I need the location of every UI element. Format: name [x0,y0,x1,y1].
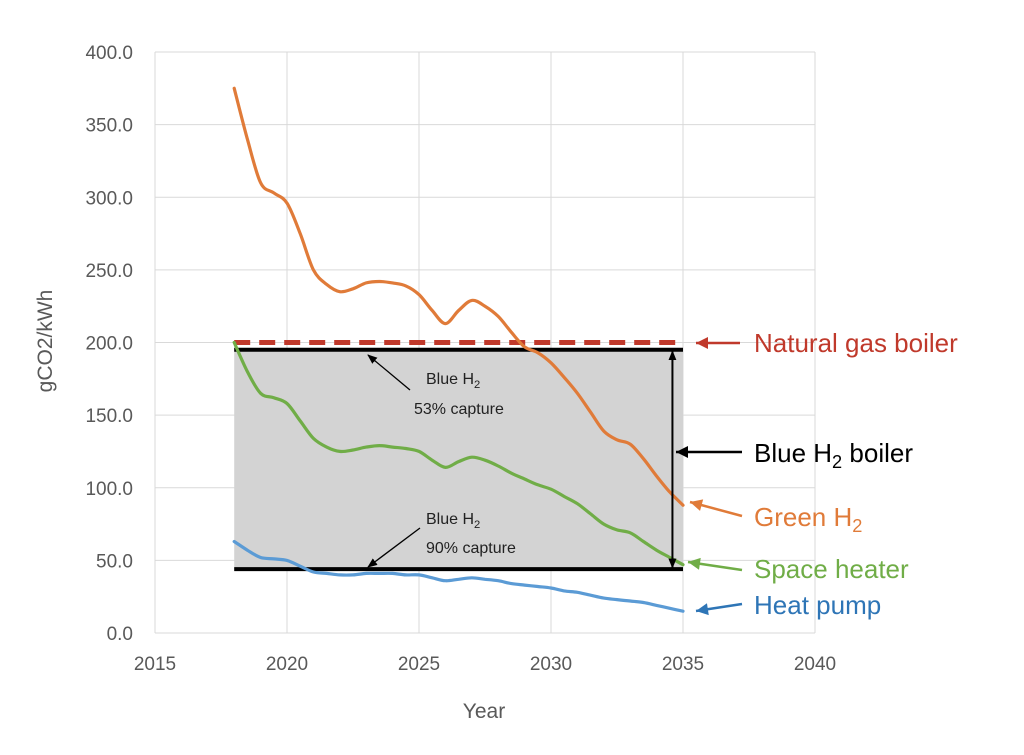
series-line-space-heater [232,340,685,567]
annotation-blue-h2-boiler-prefix: Blue H [754,438,832,468]
annotation-blue-h2-boiler-sub: 2 [832,452,842,472]
y-tick-label: 200.0 [85,334,133,355]
y-tick-label: 0.0 [107,624,133,645]
annotation-natural-gas-boiler: Natural gas boiler [754,328,958,358]
blue-h2-range-band [234,349,683,570]
pointer-arrow-90 [367,527,421,568]
annotation-blue-h2-boiler: Blue H2 boiler [754,438,913,472]
pointer-arrow-53 [367,354,411,391]
x-tick-label: 2030 [530,654,572,675]
shaded-band [234,349,683,570]
annotation-green-h2-prefix: Green H [754,502,852,532]
annotation-blue-h2-90-capture: 90% capture [426,540,516,557]
annotation-arrows [367,337,743,616]
annotation-green-h2: Green H2 [754,502,862,536]
arrow-green-h2-head [690,499,704,511]
y-axis-label: gCO2/kWh [34,290,57,393]
annotation-blue-h2-90: Blue H2 [426,511,480,531]
annotation-blue-h2-90-prefix: Blue H [426,511,474,528]
arrow-heat-pump-head [696,603,709,616]
annotation-blue-h2-53-sub: 2 [474,379,480,391]
x-tick-label: 2025 [398,654,440,675]
y-tick-label: 50.0 [96,551,133,572]
y-axis-ticks: 0.0 50.0 100.0 150.0 200.0 250.0 300.0 350.0 400… [85,43,133,645]
data-series [232,86,685,613]
arrow-natural-gas-head [696,337,708,349]
arrow-space-heater-head [688,557,701,570]
arrow-blue-h2-boiler-head [676,446,688,458]
y-tick-label: 150.0 [85,406,133,427]
annotation-space-heater: Space heater [754,554,909,584]
annotation-green-h2-sub: 2 [852,516,862,536]
annotation-blue-h2-53-prefix: Blue H [426,371,474,388]
x-tick-label: 2020 [266,654,308,675]
series-line-green-h2 [232,86,685,507]
y-tick-label: 400.0 [85,43,133,64]
x-tick-label: 2040 [794,654,836,675]
annotation-blue-h2-53: Blue H2 [426,371,480,391]
annotation-blue-h2-boiler-suffix: boiler [842,438,913,468]
annotation-blue-h2-90-sub: 2 [474,519,480,531]
y-tick-label: 300.0 [85,188,133,209]
x-tick-label: 2015 [134,654,176,675]
x-axis-label: Year [463,700,505,723]
series-line-heat-pump [232,539,685,613]
y-tick-label: 250.0 [85,261,133,282]
y-tick-label: 100.0 [85,479,133,500]
x-tick-label: 2035 [662,654,704,675]
y-tick-label: 350.0 [85,116,133,137]
annotation-heat-pump: Heat pump [754,590,881,620]
x-axis-ticks: 2015 2020 2025 2030 2035 2040 [134,654,836,675]
annotation-blue-h2-53-capture: 53% capture [414,401,504,418]
